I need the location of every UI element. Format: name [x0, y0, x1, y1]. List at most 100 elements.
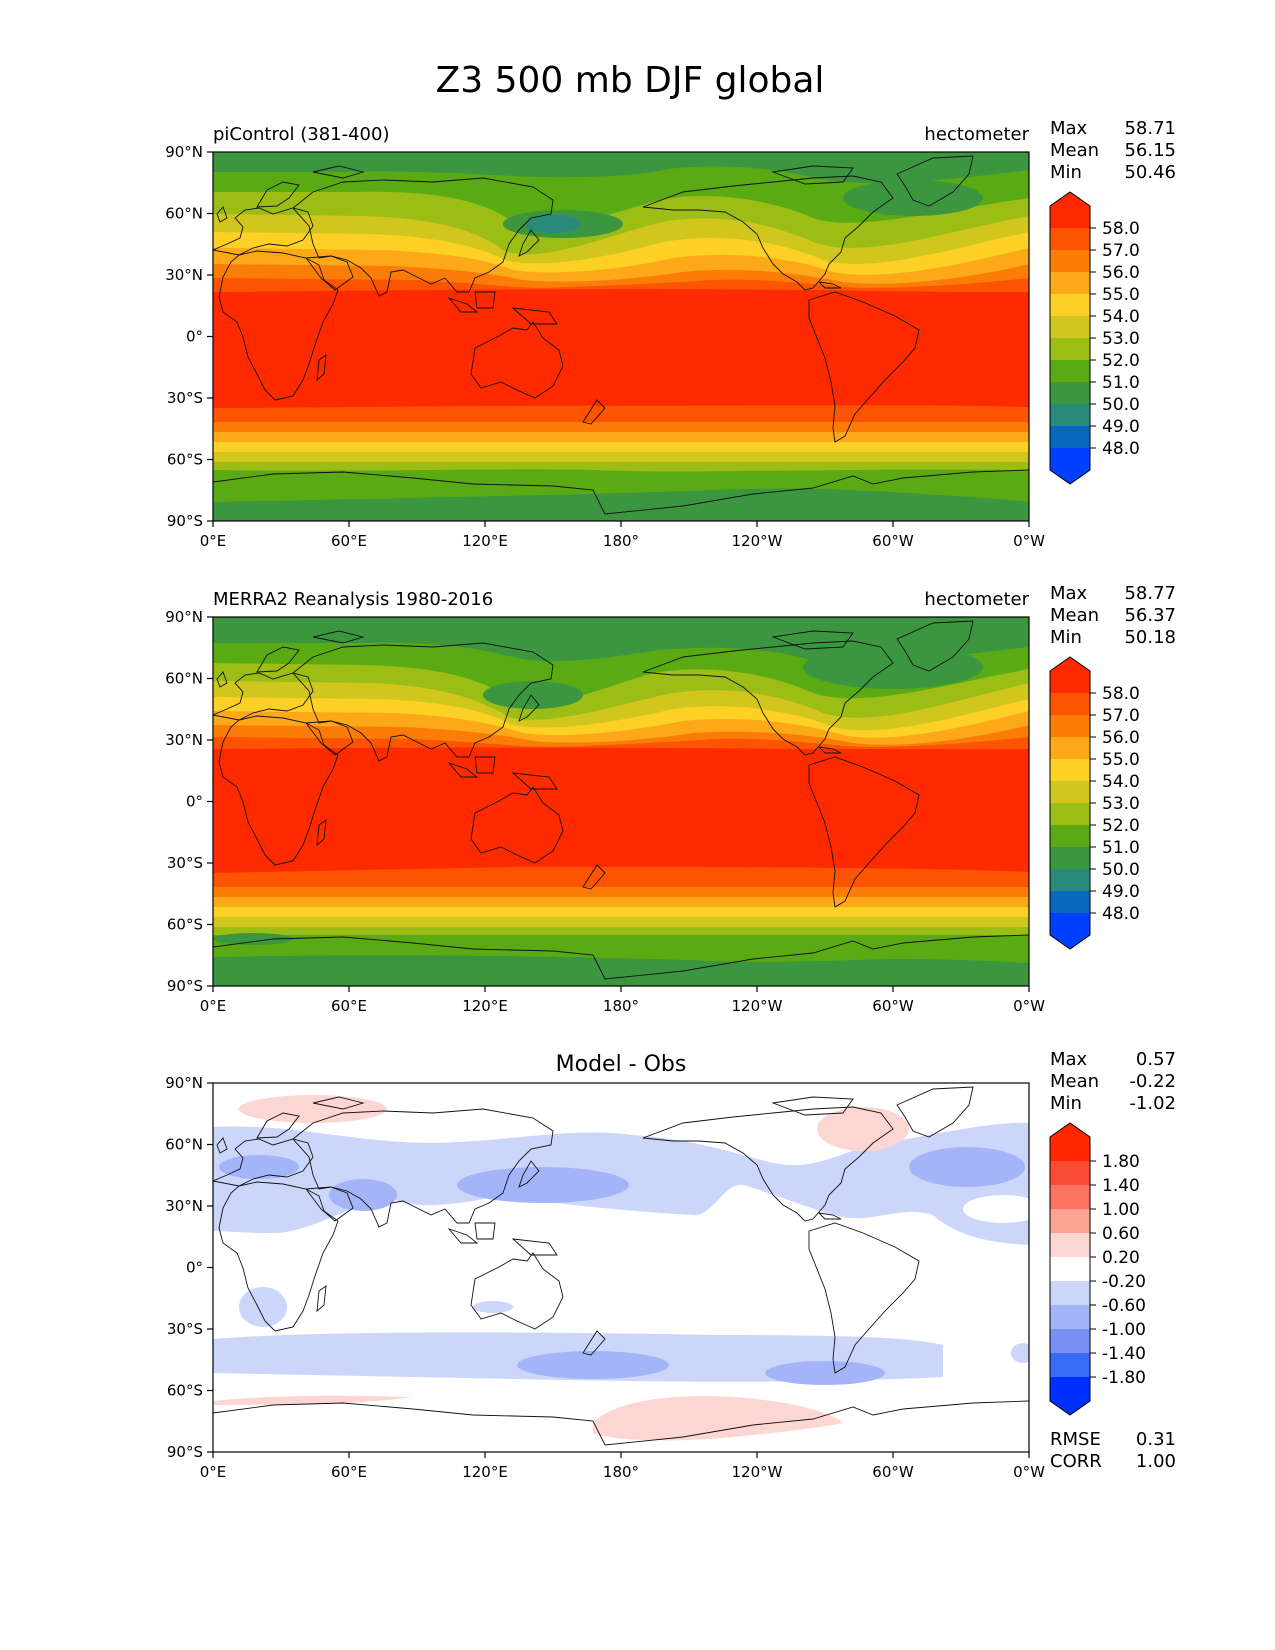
metric-value: 0.31	[1136, 1429, 1176, 1450]
x-tick-label: 60°W	[872, 1463, 914, 1481]
colorbar-label: 49.0	[1102, 882, 1140, 902]
stat-value: 56.15	[1124, 140, 1176, 161]
metric-label: RMSE	[1050, 1429, 1101, 1450]
colorbar-label: 49.0	[1102, 417, 1140, 437]
colorbar-label: 0.60	[1102, 1224, 1140, 1244]
y-tick-label: 30°S	[167, 389, 203, 407]
stats-block: Max 0.57 Mean -0.22 Min -1.02	[1050, 1049, 1176, 1114]
stat-label: Max	[1050, 583, 1088, 604]
panel-units: hectometer	[924, 589, 1029, 610]
stat-label: Min	[1050, 627, 1082, 648]
y-tick-label: 60°N	[165, 670, 203, 688]
stat-value: 0.57	[1136, 1049, 1176, 1070]
colorbar-label: 55.0	[1102, 750, 1140, 770]
x-axis: 0°E 60°E 120°E 180° 120°W 60°W 0°W	[200, 986, 1045, 1015]
colorbar-label: 1.80	[1102, 1152, 1140, 1172]
metrics-block: RMSE 0.31 CORR 1.00	[1050, 1429, 1176, 1472]
colorbar-label: 56.0	[1102, 728, 1140, 748]
panel-picontrol: piControl (381-400) hectometer 90°N 60°N 3…	[165, 124, 1045, 550]
colorbar-label: 50.0	[1102, 395, 1140, 415]
x-tick-label: 180°	[603, 997, 639, 1015]
stats-block: Max 58.77 Mean 56.37 Min 50.18	[1050, 583, 1176, 648]
y-tick-label: 30°S	[167, 1320, 203, 1338]
panel-merra2: MERRA2 Reanalysis 1980-2016 hectometer 9…	[165, 589, 1045, 1015]
y-tick-label: 60°S	[167, 916, 203, 934]
colorbar: 1.80 1.40 1.00 0.60 0.20 -0.20 -0.60 -1.00 -1.40…	[1049, 1122, 1146, 1416]
stat-value: -0.22	[1129, 1071, 1176, 1092]
colorbar-label: 52.0	[1102, 351, 1140, 371]
colorbar-label: 1.00	[1102, 1200, 1140, 1220]
stat-value: 58.77	[1124, 583, 1176, 604]
stat-value: 50.46	[1124, 162, 1176, 183]
y-tick-label: 0°	[186, 793, 203, 811]
colorbar-label: 0.20	[1102, 1248, 1140, 1268]
colorbar-label: -1.80	[1102, 1368, 1146, 1388]
x-tick-label: 60°W	[872, 997, 914, 1015]
y-axis: 90°N 60°N 30°N 0° 30°S 60°S 90°S	[165, 608, 213, 995]
stat-value: 56.37	[1124, 605, 1176, 626]
colorbar-labels: 1.80 1.40 1.00 0.60 0.20 -0.20 -0.60 -1.00 -1.40…	[1090, 1152, 1146, 1388]
colorbar-label: 58.0	[1102, 219, 1140, 239]
y-tick-label: 60°N	[165, 205, 203, 223]
colorbar-label: 54.0	[1102, 307, 1140, 327]
colorbar-label: 57.0	[1102, 241, 1140, 261]
panel-model-minus-obs: Model - Obs 90°N 60°N 30°N 0° 30°S 60°S 90°S 0…	[165, 1052, 1045, 1481]
colorbar-label: 52.0	[1102, 816, 1140, 836]
figure-title: Z3 500 mb DJF global	[436, 60, 825, 101]
stats-block: Max 58.71 Mean 56.15 Min 50.46	[1050, 118, 1176, 183]
stat-label: Mean	[1050, 605, 1099, 626]
colorbar-label: 51.0	[1102, 373, 1140, 393]
x-tick-label: 120°W	[732, 532, 783, 550]
x-tick-label: 180°	[603, 1463, 639, 1481]
x-tick-label: 120°E	[462, 532, 508, 550]
stat-label: Max	[1050, 1049, 1088, 1070]
x-axis: 0°E 60°E 120°E 180° 120°W 60°W 0°W	[200, 521, 1045, 550]
colorbar-label: 55.0	[1102, 285, 1140, 305]
colorbar-label: 50.0	[1102, 860, 1140, 880]
x-tick-label: 180°	[603, 532, 639, 550]
y-tick-label: 0°	[186, 1259, 203, 1277]
x-tick-label: 60°E	[331, 532, 367, 550]
colorbar: 58.057.056.055.054.053.052.051.050.049.0…	[1049, 191, 1140, 485]
y-tick-label: 30°S	[167, 854, 203, 872]
map-field	[213, 1083, 1029, 1452]
stat-value: -1.02	[1129, 1093, 1176, 1114]
x-tick-label: 60°E	[331, 997, 367, 1015]
colorbar-label: 58.0	[1102, 684, 1140, 704]
stat-label: Mean	[1050, 1071, 1099, 1092]
x-axis: 0°E 60°E 120°E 180° 120°W 60°W 0°W	[200, 1452, 1045, 1481]
x-tick-label: 0°W	[1013, 532, 1045, 550]
panel-title: MERRA2 Reanalysis 1980-2016	[213, 589, 493, 610]
colorbar: 58.057.056.055.054.053.052.051.050.049.0…	[1049, 656, 1140, 950]
panel-units: hectometer	[924, 124, 1029, 145]
colorbar-label: 48.0	[1102, 439, 1140, 459]
colorbar-labels: 58.057.056.055.054.053.052.051.050.049.0…	[1090, 219, 1140, 459]
x-tick-label: 0°W	[1013, 1463, 1045, 1481]
stat-label: Min	[1050, 1093, 1082, 1114]
map-field	[213, 617, 1029, 986]
colorbar-label: 51.0	[1102, 838, 1140, 858]
y-tick-label: 0°	[186, 328, 203, 346]
y-tick-label: 90°S	[167, 977, 203, 995]
colorbar-label: 53.0	[1102, 794, 1140, 814]
x-tick-label: 120°W	[732, 997, 783, 1015]
x-tick-label: 120°W	[732, 1463, 783, 1481]
x-tick-label: 60°W	[872, 532, 914, 550]
x-tick-label: 0°E	[200, 532, 227, 550]
colorbar-label: -1.40	[1102, 1344, 1146, 1364]
x-tick-label: 60°E	[331, 1463, 367, 1481]
colorbar-label: 57.0	[1102, 706, 1140, 726]
x-tick-label: 120°E	[462, 997, 508, 1015]
y-tick-label: 60°S	[167, 451, 203, 469]
stat-label: Mean	[1050, 140, 1099, 161]
colorbar-label: 56.0	[1102, 263, 1140, 283]
colorbar-label: -0.60	[1102, 1296, 1146, 1316]
y-tick-label: 30°N	[165, 1197, 203, 1215]
y-axis: 90°N 60°N 30°N 0° 30°S 60°S 90°S	[165, 1074, 213, 1461]
colorbar-label: -1.00	[1102, 1320, 1146, 1340]
y-tick-label: 90°S	[167, 512, 203, 530]
colorbar-label: -0.20	[1102, 1272, 1146, 1292]
stat-value: 50.18	[1124, 627, 1176, 648]
metric-label: CORR	[1050, 1451, 1102, 1472]
